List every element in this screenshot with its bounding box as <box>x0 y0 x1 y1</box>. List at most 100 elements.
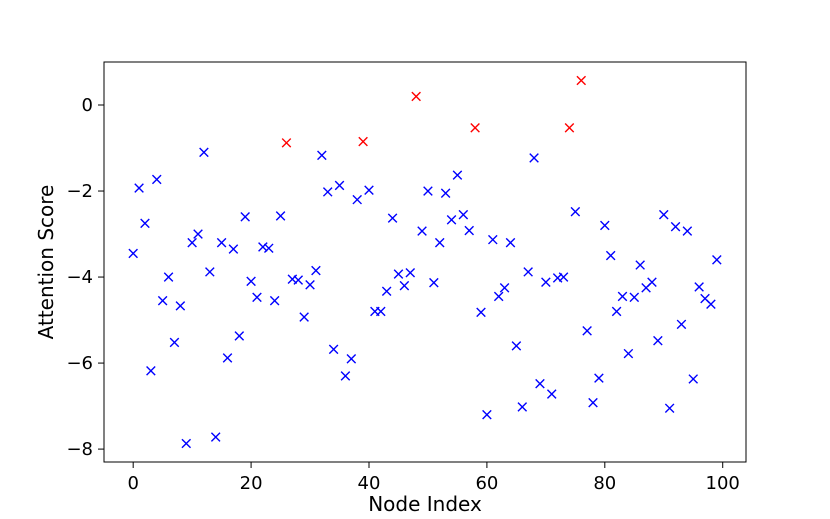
data-point <box>511 341 522 351</box>
data-point <box>299 312 309 322</box>
data-point <box>458 209 469 220</box>
highlighted-data-point <box>564 123 575 133</box>
data-point <box>258 242 268 252</box>
highlighted-data-point <box>576 75 587 86</box>
data-point <box>670 221 681 232</box>
data-point <box>488 234 498 245</box>
data-point <box>334 180 345 191</box>
data-point <box>263 243 274 254</box>
data-point <box>405 267 416 278</box>
data-point <box>364 185 374 195</box>
data-point <box>664 403 675 414</box>
data-point <box>446 215 457 225</box>
data-point <box>558 272 569 282</box>
data-point <box>140 218 150 229</box>
data-point <box>423 186 433 196</box>
data-point <box>269 295 280 306</box>
x-tick-label: 100 <box>706 473 740 494</box>
data-point <box>240 212 250 222</box>
x-axis: 0 20 40 60 80 100 <box>127 462 740 494</box>
data-point <box>546 389 557 399</box>
data-point <box>452 170 463 180</box>
data-point <box>305 280 315 290</box>
x-tick-label: 40 <box>358 473 381 494</box>
data-point <box>688 374 699 384</box>
data-point <box>393 269 404 279</box>
data-point <box>570 206 581 217</box>
data-point <box>381 286 392 297</box>
data-point <box>623 348 634 359</box>
data-point <box>340 371 351 381</box>
data-point <box>617 291 628 302</box>
data-point <box>658 209 669 220</box>
data-point <box>252 292 262 303</box>
y-tick-label: 0 <box>82 95 93 116</box>
data-point <box>676 319 687 330</box>
data-point <box>199 147 209 158</box>
data-point <box>146 366 156 376</box>
data-point <box>375 306 386 317</box>
highlighted-data-point <box>281 138 292 148</box>
data-point <box>175 301 186 311</box>
data-point <box>151 174 162 185</box>
data-point <box>529 153 539 163</box>
x-tick-label: 80 <box>593 473 616 494</box>
data-point <box>694 282 704 292</box>
data-point <box>588 397 598 408</box>
data-point <box>682 226 693 236</box>
data-point <box>275 211 286 221</box>
x-axis-label: Node Index <box>368 492 482 516</box>
x-tick-label: 20 <box>240 473 263 494</box>
data-point <box>605 250 616 261</box>
data-point <box>434 237 445 248</box>
data-point <box>169 337 180 348</box>
data-point <box>535 378 545 389</box>
data-point <box>228 244 239 254</box>
data-point <box>317 150 327 161</box>
data-point <box>210 432 221 442</box>
y-tick-label: −4 <box>66 267 93 288</box>
data-point <box>216 237 227 248</box>
data-point <box>234 331 245 341</box>
data-point <box>163 272 174 282</box>
data-point <box>346 353 357 364</box>
data-point <box>429 277 439 288</box>
data-point <box>128 248 138 259</box>
y-tick-label: −6 <box>66 353 93 374</box>
data-point <box>476 307 486 318</box>
highlighted-data-point <box>411 91 421 102</box>
data-point <box>311 265 321 276</box>
data-point <box>647 277 657 288</box>
data-point <box>440 188 451 198</box>
data-point <box>134 183 144 193</box>
data-point <box>417 226 427 236</box>
data-point <box>635 260 645 270</box>
data-point <box>517 402 528 412</box>
data-point <box>493 291 504 302</box>
y-axis-label: Attention Score <box>34 185 58 340</box>
data-point <box>464 225 475 236</box>
data-point <box>505 237 516 248</box>
data-point <box>712 255 722 265</box>
highlighted-data-point <box>358 136 368 147</box>
data-point <box>157 295 168 306</box>
data-point <box>187 237 197 248</box>
data-point <box>611 306 622 317</box>
data-point <box>582 326 592 336</box>
data-point <box>482 409 492 420</box>
data-point <box>293 275 304 285</box>
y-axis: −8 −6 −4 −2 0 <box>66 95 104 460</box>
data-point <box>222 353 233 363</box>
data-point <box>246 276 256 287</box>
data-point <box>499 283 510 293</box>
y-tick-label: −2 <box>66 181 93 202</box>
data-point <box>629 292 640 303</box>
data-point <box>594 373 604 383</box>
data-point <box>328 344 339 355</box>
x-tick-label: 60 <box>475 473 498 494</box>
data-point <box>653 335 663 346</box>
highlighted-data-point <box>470 123 480 133</box>
data-point <box>352 194 362 205</box>
data-point <box>205 267 215 277</box>
